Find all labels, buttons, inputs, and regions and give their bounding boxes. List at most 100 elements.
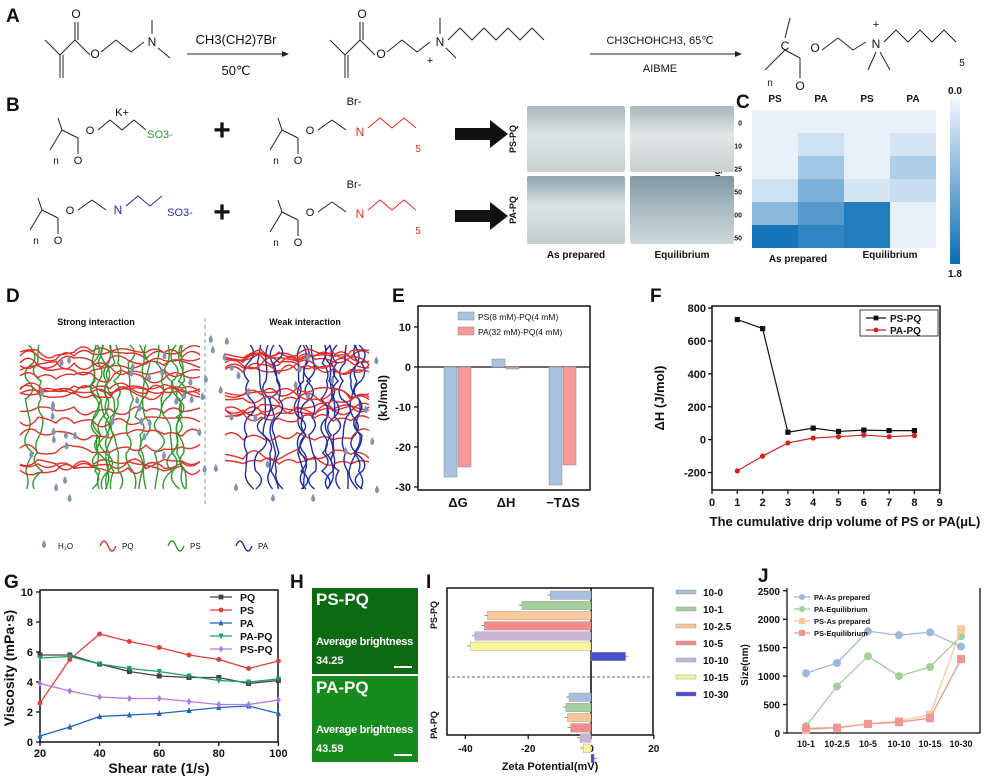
data-point bbox=[37, 700, 43, 706]
water-droplet-icon bbox=[224, 336, 229, 345]
heatmap-group-label: As prepared bbox=[769, 254, 827, 265]
heatmap-cell bbox=[890, 225, 936, 248]
legend-label: PQ bbox=[240, 592, 255, 604]
legend-label: 10-1 bbox=[703, 605, 723, 616]
data-point bbox=[156, 695, 162, 702]
data-point bbox=[246, 666, 252, 671]
image-title: PS-PQ bbox=[316, 590, 369, 609]
oxygen-atom: O bbox=[294, 155, 303, 167]
water-droplet-icon bbox=[374, 356, 379, 365]
legend-swatch bbox=[675, 606, 697, 612]
data-point bbox=[926, 714, 934, 723]
polymer-chain bbox=[125, 344, 137, 490]
polymer-chain bbox=[170, 344, 182, 490]
water-droplet-icon bbox=[39, 388, 44, 397]
legend-swatch bbox=[235, 540, 253, 552]
bar bbox=[570, 723, 592, 733]
arrow-right-icon bbox=[455, 120, 508, 148]
nitrogen-atom: N bbox=[872, 37, 881, 51]
data-point bbox=[861, 432, 867, 438]
colorbar bbox=[950, 98, 960, 264]
legend-label: PA-Equilibrium bbox=[814, 605, 868, 614]
x-tick-label: 3 bbox=[785, 497, 791, 509]
monomer-backbone bbox=[329, 39, 376, 56]
photo-col-label: Equilibrium bbox=[655, 250, 710, 261]
water-droplet-icon bbox=[51, 435, 56, 444]
polymer-chain bbox=[96, 344, 110, 490]
scale-bar bbox=[394, 666, 412, 668]
heatmap-column-label: PS bbox=[768, 94, 782, 105]
water-droplet-icon bbox=[229, 362, 234, 371]
panel-label-a: A bbox=[6, 6, 20, 27]
polymer-chain bbox=[19, 458, 201, 471]
water-droplet-icon bbox=[189, 395, 194, 404]
data-point bbox=[275, 676, 281, 683]
repeat-n: n bbox=[273, 156, 279, 167]
bar bbox=[443, 366, 458, 478]
octyl-chain bbox=[367, 199, 417, 211]
data-point bbox=[97, 693, 103, 701]
polymer-chain bbox=[109, 344, 124, 490]
x-tick-label: 20 bbox=[648, 744, 660, 755]
data-point bbox=[886, 434, 892, 440]
polymer-chain bbox=[139, 344, 151, 490]
heatmap-row-label: 50 bbox=[734, 190, 742, 197]
heatmap-column-label: PS bbox=[860, 94, 874, 105]
water-droplet-icon bbox=[229, 412, 234, 421]
x-tick-label: 10-30 bbox=[949, 739, 972, 749]
polymer-chain bbox=[224, 350, 370, 364]
bar bbox=[457, 366, 472, 468]
ethyl-linker bbox=[317, 119, 347, 131]
heatmap-cell bbox=[798, 179, 844, 202]
heatmap-row-label: 0 bbox=[738, 121, 742, 128]
polymer-chain bbox=[19, 387, 201, 398]
brightness-value: 43.59 bbox=[316, 743, 344, 755]
water-droplet-icon bbox=[29, 450, 34, 459]
data-point bbox=[835, 434, 842, 440]
x-tick-label: -20 bbox=[521, 744, 536, 755]
data-point bbox=[886, 428, 892, 434]
heatmap-cell bbox=[798, 225, 844, 248]
y-axis-label: Size(nm) bbox=[740, 644, 751, 686]
methyl-bond bbox=[879, 51, 891, 71]
data-point bbox=[835, 428, 842, 435]
heatmap-row-label: 150 bbox=[730, 236, 742, 243]
data-point bbox=[126, 695, 132, 702]
series-line-PS-Equilibrium bbox=[805, 658, 962, 730]
series-line-PA-PQ bbox=[736, 434, 915, 472]
legend-label: H₂O bbox=[58, 542, 73, 551]
oxygen-atom: O bbox=[306, 207, 315, 219]
y-tick-label: 0 bbox=[774, 729, 780, 740]
data-point bbox=[67, 654, 73, 660]
polymer-chain bbox=[271, 344, 284, 490]
legend-swatch bbox=[675, 640, 697, 646]
polymer-chain bbox=[19, 463, 201, 476]
bar bbox=[487, 611, 592, 621]
water-droplet-icon bbox=[218, 385, 223, 394]
x-tick-label: 0 bbox=[588, 744, 594, 755]
data-point bbox=[186, 707, 192, 713]
legend-label: 10-30 bbox=[703, 690, 729, 701]
water-droplet-icon bbox=[311, 493, 316, 502]
heatmap-cell bbox=[798, 133, 844, 156]
legend-marker bbox=[218, 645, 224, 653]
x-tick-label: 9 bbox=[937, 497, 943, 509]
polymer-chain bbox=[305, 344, 317, 490]
oxygen-atom: O bbox=[306, 125, 315, 137]
polymer-chain bbox=[338, 344, 352, 490]
plot-frame-j bbox=[786, 588, 981, 734]
photo-pa-pq-equilibrium bbox=[630, 176, 734, 244]
data-point bbox=[216, 657, 222, 662]
water-droplet-icon bbox=[305, 352, 310, 361]
subscript-5: 5 bbox=[415, 144, 421, 155]
water-droplet-icon bbox=[197, 428, 202, 437]
water-droplet-icon bbox=[137, 403, 142, 412]
nitrogen-atom: N bbox=[148, 35, 157, 49]
x-tick-label: 80 bbox=[213, 748, 225, 760]
panel-label-e: E bbox=[392, 286, 405, 307]
bar bbox=[568, 692, 592, 702]
bar bbox=[562, 366, 577, 466]
heatmap-row-label: 10 bbox=[734, 144, 742, 151]
data-point bbox=[37, 655, 43, 662]
photo-ps-pq-equilibrium bbox=[630, 106, 734, 172]
